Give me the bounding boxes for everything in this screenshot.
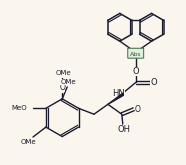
Text: O: O [135,105,141,114]
Text: MeO: MeO [11,105,27,111]
Text: HN: HN [112,89,125,98]
Text: Abs: Abs [130,52,141,57]
Text: OMe: OMe [60,79,76,85]
Polygon shape [108,93,123,104]
FancyBboxPatch shape [128,48,144,58]
Text: OMe: OMe [55,70,71,76]
Text: O: O [150,78,157,87]
Text: OH: OH [117,125,130,134]
Text: O: O [59,83,65,92]
Text: OMe: OMe [20,139,36,145]
Text: O: O [132,67,139,76]
